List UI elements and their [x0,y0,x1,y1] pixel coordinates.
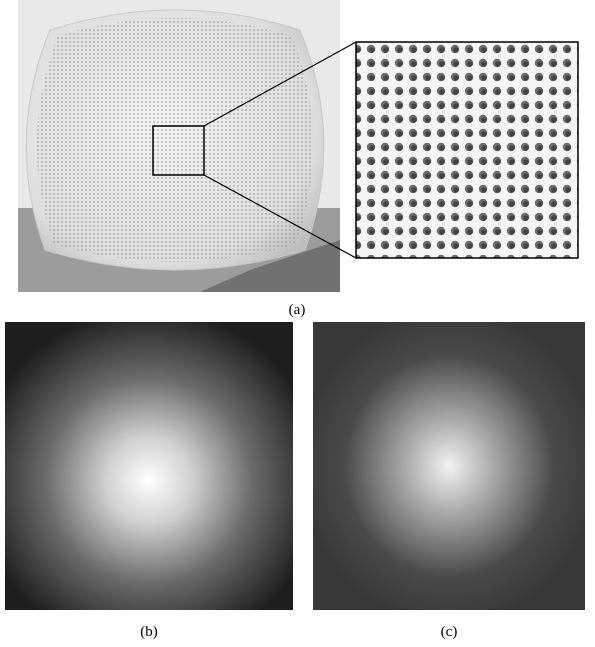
figure-page: (a) (b) (c) [0,0,595,647]
speaker-mesh [37,18,313,262]
panel-a [18,0,578,292]
panel-c-image [313,322,585,610]
caption: (c) [419,624,479,641]
figure [0,0,595,647]
zoom-holes [356,42,578,258]
panel-b-image [5,322,293,610]
caption: (b) [119,624,179,641]
caption: (a) [267,302,327,319]
